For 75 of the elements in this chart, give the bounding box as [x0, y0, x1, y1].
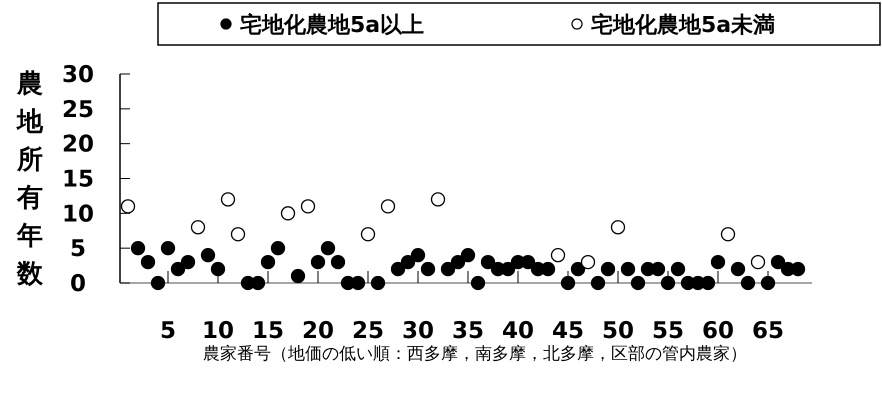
- point: [200, 248, 216, 262]
- point: [300, 199, 316, 214]
- x-tick-label: 20: [302, 318, 334, 344]
- point: [600, 262, 616, 276]
- point: [730, 262, 746, 276]
- point: [270, 241, 286, 256]
- point: [570, 262, 586, 276]
- point: [590, 276, 606, 290]
- y-tick-label: 5: [70, 236, 86, 262]
- y-tick-label: 10: [62, 201, 94, 228]
- y-tick-label: 0: [70, 271, 86, 297]
- x-tick-label: 10: [202, 318, 234, 344]
- x-axis-title: 農家番号（地価の低い順：西多摩，南多摩，北多摩，区部の管内農家）: [202, 344, 748, 364]
- point: [130, 241, 146, 256]
- point: [630, 276, 646, 290]
- y-tick-label: 20: [62, 132, 94, 158]
- y-tick-label: 25: [62, 96, 94, 123]
- x-tick-label: 35: [452, 318, 484, 344]
- point: [580, 254, 596, 270]
- x-tick-label: 45: [552, 318, 584, 344]
- point: [120, 199, 136, 214]
- point: [140, 254, 156, 270]
- point: [610, 220, 626, 234]
- point: [190, 220, 206, 234]
- x-tick-label: 5: [160, 318, 176, 344]
- y-tick-label: 30: [62, 62, 94, 88]
- x-tick-label: 60: [702, 318, 734, 344]
- point: [180, 254, 196, 270]
- point: [720, 227, 736, 242]
- point: [410, 248, 426, 262]
- x-tick-label: 65: [752, 318, 784, 344]
- point: [220, 192, 236, 207]
- point: [660, 276, 676, 290]
- x-tick-label: 55: [652, 318, 684, 344]
- point: [740, 276, 756, 290]
- legend-label: 宅地化農地5a未満: [591, 12, 776, 38]
- point: [380, 199, 396, 214]
- point: [170, 262, 186, 276]
- point: [750, 254, 766, 270]
- point: [480, 254, 496, 270]
- point: [420, 262, 436, 276]
- point: [710, 254, 726, 270]
- point: [260, 254, 276, 270]
- x-tick-label: 30: [402, 318, 434, 344]
- point: [440, 262, 456, 276]
- point: [400, 254, 416, 270]
- point: [550, 248, 566, 262]
- point: [150, 276, 166, 290]
- y-axis-title: 農地所有年数: [16, 69, 44, 289]
- point: [290, 268, 306, 284]
- point: [760, 276, 776, 290]
- legend-label: 宅地化農地5a以上: [240, 12, 424, 38]
- y-tick-label: 15: [62, 166, 94, 192]
- point: [160, 241, 176, 256]
- point: [310, 254, 326, 270]
- point: [330, 254, 346, 270]
- point: [230, 227, 246, 242]
- point: [670, 262, 686, 276]
- point: [450, 254, 466, 270]
- point: [390, 262, 406, 276]
- x-tick-label: 40: [502, 318, 534, 344]
- x-tick-label: 15: [252, 318, 284, 344]
- x-tick-label: 25: [352, 318, 384, 344]
- point: [370, 276, 386, 290]
- point: [460, 248, 476, 262]
- x-tick-label: 50: [602, 318, 634, 344]
- point: [280, 206, 296, 220]
- point: [210, 262, 226, 276]
- point: [360, 227, 376, 242]
- point: [430, 192, 446, 207]
- point: [320, 241, 336, 256]
- point: [470, 276, 486, 290]
- point: [770, 254, 786, 270]
- point: [620, 262, 636, 276]
- point: [560, 276, 576, 290]
